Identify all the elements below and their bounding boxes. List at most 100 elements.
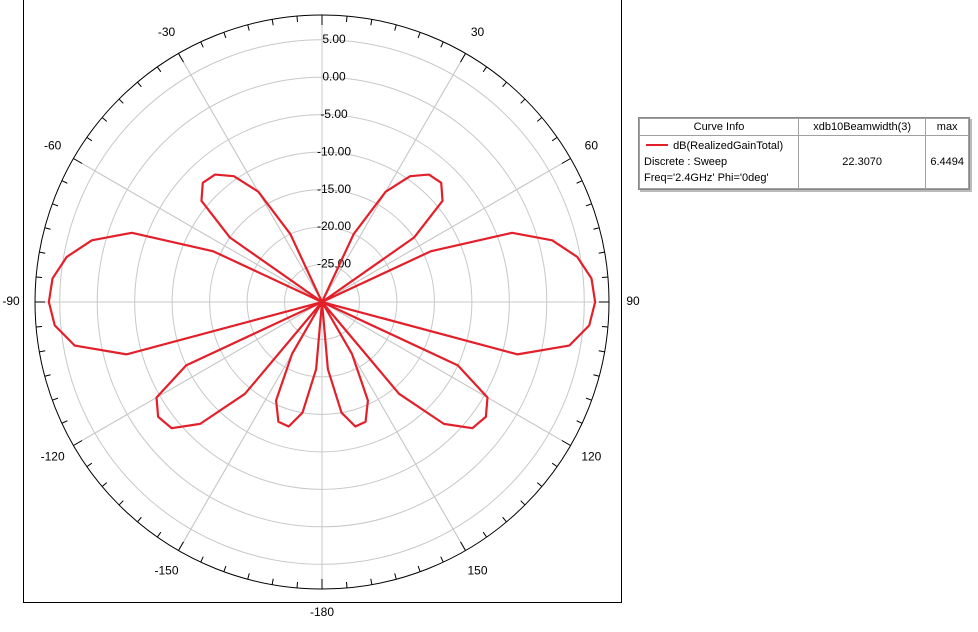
grid-ring (171, 151, 473, 453)
header-cell: xdb10Beamwidth(3) (797, 118, 927, 136)
curve-info-line: Freq='2.4GHz' Phi='0deg' (644, 172, 769, 184)
grid-ring (209, 189, 435, 415)
header-cell: max (925, 118, 969, 136)
legend-label: dB(RealizedGainTotal) (673, 140, 784, 152)
angle-minor-tick (118, 500, 124, 506)
max-cell: 6.4494 (925, 135, 969, 189)
angle-tick-label: 150 (467, 564, 487, 578)
angle-minor-tick (39, 350, 46, 353)
angle-minor-tick (73, 440, 83, 446)
angle-minor-tick (178, 541, 184, 551)
pattern-line (47, 173, 597, 430)
header-cell: Curve Info (639, 118, 799, 136)
grid-ring (284, 264, 360, 340)
angle-tick-label: 60 (585, 139, 599, 153)
angle-minor-tick (101, 482, 108, 487)
angle-minor-tick (271, 19, 274, 26)
angle-minor-tick (156, 531, 162, 538)
angle-minor-tick (345, 581, 348, 588)
angle-minor-tick (598, 350, 605, 353)
angle-minor-tick (551, 462, 558, 468)
radial-tick-label: 5.00 (322, 32, 346, 46)
legend-table: Curve Info xdb10Beamwidth(3) max dB(Real… (638, 117, 970, 190)
grid-ring (134, 114, 510, 490)
angle-minor-tick (61, 420, 68, 424)
angle-minor-tick (223, 565, 227, 572)
angle-minor-tick (101, 117, 108, 122)
angle-minor-tick (551, 136, 558, 142)
angle-minor-tick (482, 66, 488, 73)
angle-minor-tick (520, 500, 526, 506)
grid-ring (59, 39, 585, 565)
angle-minor-tick (61, 180, 68, 184)
angle-minor-tick (52, 203, 59, 207)
radial-tick-label: -20.00 (317, 219, 351, 233)
angle-tick-label: -180 (310, 605, 334, 619)
angle-minor-tick (178, 53, 184, 63)
angle-minor-tick (296, 16, 299, 23)
angle-minor-tick (460, 53, 466, 63)
angle-minor-tick (247, 24, 250, 31)
angle-minor-tick (394, 573, 397, 580)
angle-minor-tick (118, 98, 124, 104)
angle-minor-tick (593, 374, 600, 377)
angle-tick-label: -60 (44, 139, 62, 153)
angle-tick-label: -30 (158, 25, 176, 39)
curve-info: dB(RealizedGainTotal) Discrete : Sweep F… (639, 135, 799, 189)
curve-info-line: Discrete : Sweep (644, 156, 728, 168)
angle-minor-tick (601, 325, 608, 328)
angle-minor-tick (536, 117, 543, 122)
angle-minor-tick (417, 565, 421, 572)
angle-minor-tick (44, 374, 51, 377)
angle-minor-tick (86, 462, 93, 468)
angle-minor-tick (36, 276, 43, 279)
angle-minor-tick (73, 158, 83, 164)
angle-minor-tick (601, 276, 608, 279)
angle-minor-tick (345, 16, 348, 23)
angle-minor-tick (417, 32, 421, 39)
angle-minor-tick (44, 227, 51, 230)
legend-swatch-box (646, 144, 668, 146)
legend-header: Curve Info xdb10Beamwidth(3) max (639, 118, 969, 136)
radial-tick-label: -15.00 (317, 182, 351, 196)
angle-minor-tick (137, 516, 142, 523)
radial-tick-label: -25.00 (317, 257, 351, 271)
grid-ring (246, 226, 398, 378)
angle-minor-tick (440, 556, 444, 563)
legend-grid: Curve Info xdb10Beamwidth(3) max dB(Real… (639, 118, 969, 189)
angle-minor-tick (502, 516, 507, 523)
angle-minor-tick (598, 251, 605, 254)
angle-minor-tick (137, 81, 142, 88)
angle-minor-tick (593, 227, 600, 230)
radial-tick-label: -10.00 (317, 144, 351, 158)
angle-minor-tick (86, 136, 93, 142)
angle-minor-tick (561, 158, 571, 164)
grid-ring (96, 76, 548, 528)
angle-minor-tick (200, 41, 204, 48)
radial-tick-label: -5.00 (320, 107, 348, 121)
angle-minor-tick (52, 397, 59, 401)
radial-tick-label: 0.00 (322, 69, 346, 83)
angle-tick-label: 120 (581, 450, 601, 464)
angle-minor-tick (502, 81, 507, 88)
angle-minor-tick (247, 573, 250, 580)
angle-minor-tick (296, 581, 299, 588)
legend-row: dB(RealizedGainTotal) Discrete : Sweep F… (639, 135, 969, 189)
angle-tick-label: -90 (2, 294, 20, 308)
angle-tick-label: -120 (41, 450, 65, 464)
angle-minor-tick (39, 251, 46, 254)
angle-minor-tick (576, 420, 583, 424)
angle-minor-tick (482, 531, 488, 538)
angle-minor-tick (156, 66, 162, 73)
angle-minor-tick (460, 541, 466, 551)
angle-minor-tick (370, 578, 373, 585)
angle-minor-tick (520, 98, 526, 104)
angle-minor-tick (536, 482, 543, 487)
angle-minor-tick (370, 19, 373, 26)
angle-tick-label: 90 (626, 294, 640, 308)
legend-entry: dB(RealizedGainTotal) (644, 138, 794, 154)
angle-minor-tick (585, 397, 592, 401)
beamwidth-cell: 22.3070 (797, 135, 927, 189)
